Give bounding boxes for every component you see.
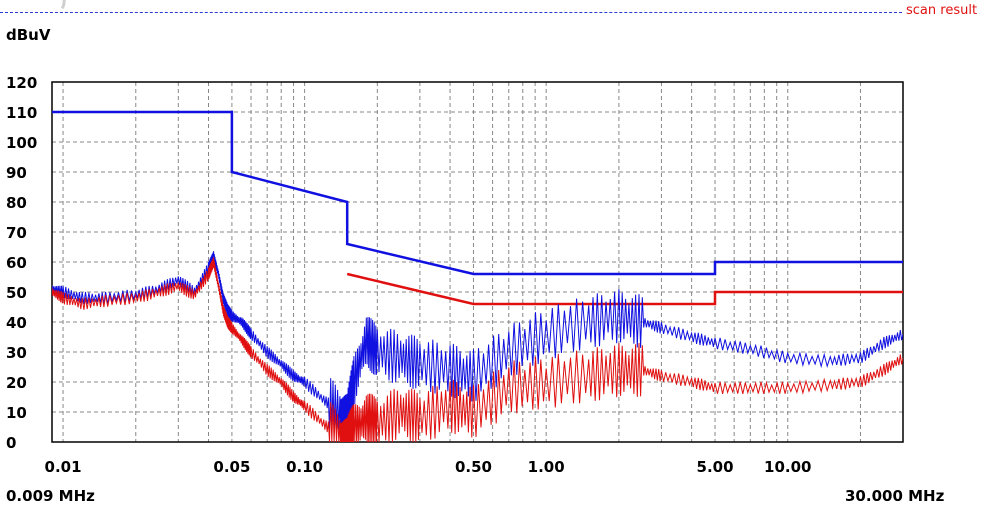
x-tick-label: 0.01 [45, 458, 82, 476]
y-tick-label: 10 [6, 404, 27, 422]
y-tick-label: 110 [6, 104, 37, 122]
y-tick-label: 100 [6, 134, 37, 152]
y-tick-labels: 0 10 20 30 40 50 60 70 80 90 100 110 120 [6, 74, 37, 452]
series-scan-average [52, 257, 903, 442]
y-tick-label: 70 [6, 224, 27, 242]
y-tick-label: 60 [6, 254, 27, 272]
y-tick-label: 0 [6, 434, 16, 452]
y-tick-label: 40 [6, 314, 27, 332]
y-tick-label: 30 [6, 344, 27, 362]
legend-label: scan result [906, 3, 978, 18]
range-start-label: 0.009 MHz [6, 487, 95, 505]
legend-line [0, 12, 902, 13]
y-tick-label: 50 [6, 284, 27, 302]
x-tick-label: 0.50 [455, 458, 492, 476]
series-group [51, 110, 904, 442]
x-tick-label: 5.00 [697, 458, 734, 476]
series-limit-average [346, 272, 903, 306]
y-tick-label: 90 [6, 164, 27, 182]
range-end-label: 30.000 MHz [845, 487, 945, 505]
y-tick-label: 120 [6, 74, 37, 92]
series-limit-quasi-peak [52, 110, 903, 276]
x-tick-label: 0.05 [213, 458, 250, 476]
x-tick-labels: 0.01 0.05 0.10 0.50 1.00 5.00 10.00 [45, 458, 812, 476]
y-tick-label: 20 [6, 374, 27, 392]
x-tick-label: 1.00 [528, 458, 565, 476]
x-tick-label: 0.10 [286, 458, 323, 476]
x-tick-label: 10.00 [764, 458, 811, 476]
y-axis-unit: dBuV [6, 26, 51, 44]
y-tick-label: 80 [6, 194, 27, 212]
